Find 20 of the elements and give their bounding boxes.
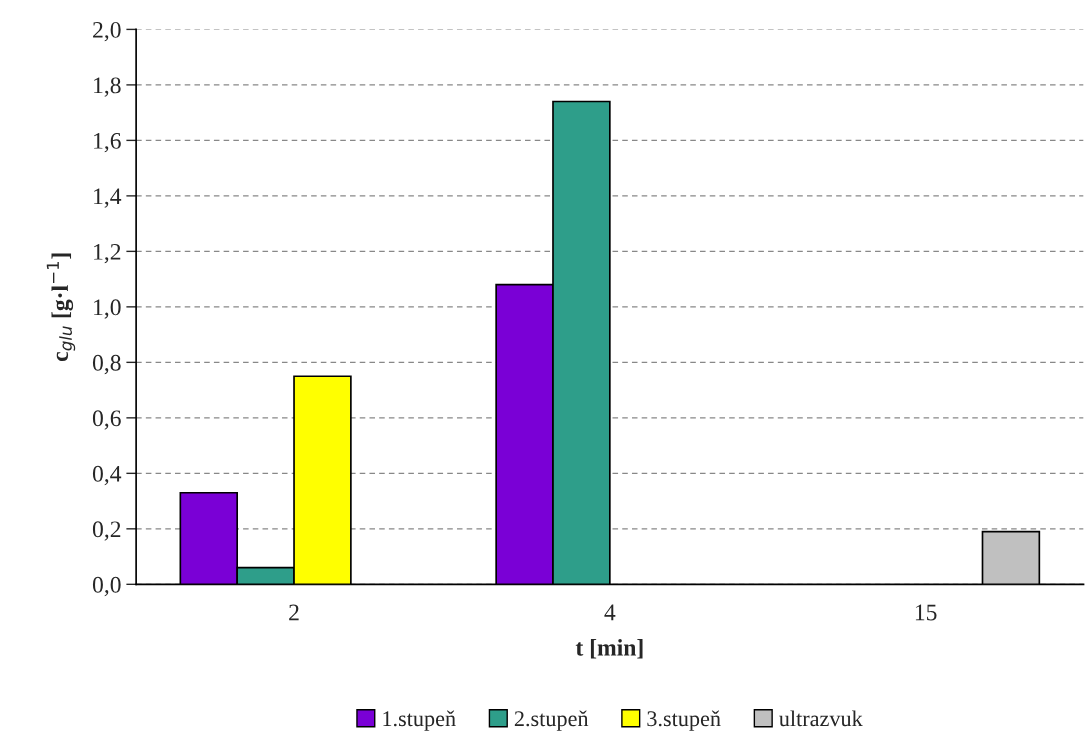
x-axis-title: t [min] xyxy=(575,639,643,659)
y-tick-label: 0,6 xyxy=(92,410,121,430)
x-tick-label: 4 xyxy=(604,604,616,621)
y-tick-label: 0,0 xyxy=(92,576,121,597)
x-tick-label: 2 xyxy=(289,604,299,621)
y-tick-label: 0,8 xyxy=(92,354,121,375)
legend-label: 1.stupeň xyxy=(383,710,456,731)
y-tick-label: 0,4 xyxy=(92,465,122,486)
legend-label: 2.stupeň xyxy=(514,710,589,731)
y-tick-label: 1,6 xyxy=(94,132,121,153)
y-tick-label: 1,0 xyxy=(94,299,121,319)
y-axis-title: c$_{glu}$ [g·l$^{−1}$] xyxy=(46,253,76,362)
y-tick-label: 0,2 xyxy=(92,521,121,541)
legend-label: 3.stupeň xyxy=(647,710,721,731)
legend-label: ultrazvuk xyxy=(779,710,863,727)
x-tick-label: 15 xyxy=(915,604,937,621)
y-tick-label: 1,2 xyxy=(94,243,121,264)
y-tick-label: 1,8 xyxy=(94,77,121,97)
y-tick-label: 2,0 xyxy=(93,21,121,42)
y-tick-label: 1,4 xyxy=(94,188,122,208)
